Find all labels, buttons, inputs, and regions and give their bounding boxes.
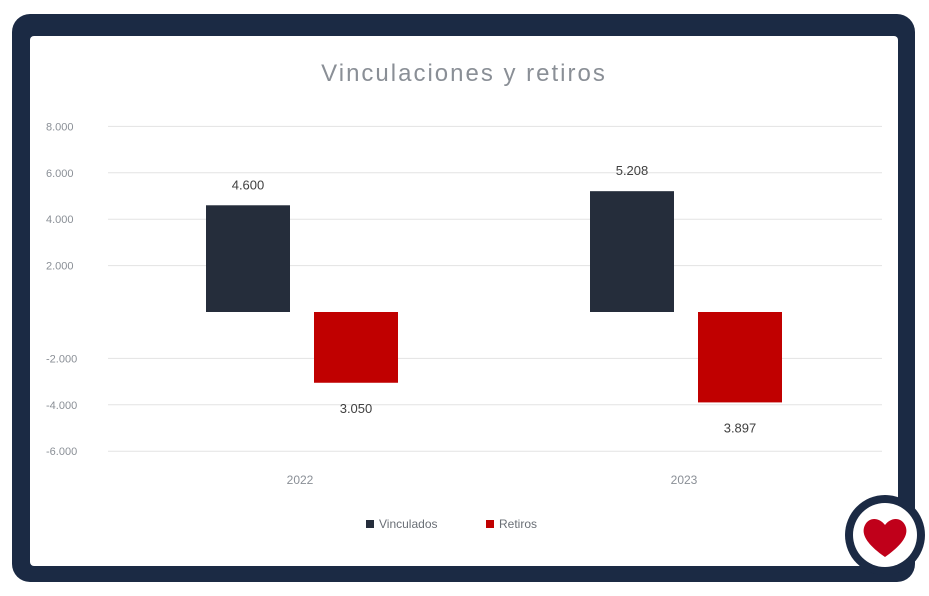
chart-panel [30,36,898,566]
legend-swatch-retiros [486,520,494,528]
legend-swatch-vinculados [366,520,374,528]
heart-badge [845,495,925,575]
heart-icon [863,519,907,557]
x-category-label: 2023 [671,473,698,487]
x-category-label: 2022 [287,473,314,487]
bar-vinculados-2023 [590,191,674,312]
data-label: 5.208 [616,163,649,178]
data-label: 3.050 [340,401,373,416]
data-label: 3.897 [724,420,757,435]
chart: 8.000 6.000 4.000 2.000 -2.000 -4.000 -6.000 4.… [46,121,882,531]
legend-label-vinculados: Vinculados [379,517,438,531]
y-tick-label: 6.000 [46,168,74,180]
y-tick-label: 4.000 [46,214,74,226]
y-tick-label: -4.000 [46,400,77,412]
y-tick-label: 8.000 [46,121,74,133]
legend-label-retiros: Retiros [499,517,537,531]
y-tick-label: -2.000 [46,353,77,365]
data-label: 4.600 [232,177,265,192]
bar-vinculados-2022 [206,205,290,312]
bar-retiros-2023 [698,312,782,403]
chart-title: Vinculaciones y retiros [321,60,607,87]
y-tick-label: 2.000 [46,261,74,273]
y-tick-label: -6.000 [46,446,77,458]
bar-retiros-2022 [314,312,398,383]
